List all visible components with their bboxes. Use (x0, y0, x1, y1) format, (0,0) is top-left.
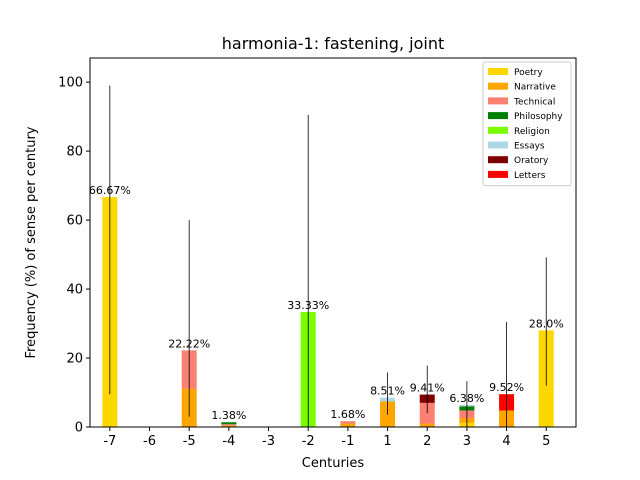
legend: Poetry Narrative Technical Philosophy Religi… (482, 61, 572, 187)
x-tick-label: -3 (262, 434, 275, 449)
legend-label: Religion (514, 127, 550, 137)
x-tick-label: -4 (222, 434, 235, 449)
bar-segment (340, 423, 356, 427)
bar-segment (340, 421, 356, 424)
x-tick-label: -1 (341, 434, 354, 449)
x-tick-label: 5 (542, 434, 550, 449)
x-tick-label: 4 (502, 434, 510, 449)
data-label: 33.33% (287, 299, 329, 312)
data-label: 22.22% (168, 337, 210, 350)
legend-label: Oratory (514, 156, 549, 166)
legend-swatch (488, 82, 508, 90)
chart-title: harmonia-1: fastening, joint (222, 34, 444, 53)
data-label: 6.38% (449, 392, 484, 405)
bar-segment (221, 424, 237, 426)
legend-label: Letters (514, 171, 546, 181)
legend-label: Poetry (514, 68, 543, 78)
x-tick-label: 1 (383, 434, 391, 449)
bar-segment (221, 422, 237, 425)
data-label: 1.68% (330, 408, 365, 421)
x-tick-label: -5 (183, 434, 196, 449)
x-tick-label: -7 (103, 434, 116, 449)
x-tick-label: -6 (143, 434, 156, 449)
x-tick-label: 2 (423, 434, 431, 449)
y-tick-label: 100 (58, 76, 83, 91)
legend-label: Narrative (514, 83, 556, 93)
legend-swatch (488, 68, 508, 75)
bar-segment (221, 425, 237, 427)
legend-swatch (488, 97, 508, 105)
data-label: 28.0% (529, 317, 564, 330)
legend-frame (482, 61, 572, 187)
x-axis-ticks: -7 -6 -5 -4 -3 -2 -1 1 2 3 4 5 (103, 427, 550, 449)
legend-swatch (488, 170, 508, 178)
plot-frame (89, 57, 577, 428)
data-label: 8.51% (370, 385, 405, 398)
y-tick-label: 80 (66, 145, 83, 160)
data-label: 9.41% (410, 382, 445, 395)
x-tick-label: -2 (302, 434, 315, 449)
legend-swatch (488, 156, 508, 164)
data-labels-layer: 66.67% 22.22% 1.38% 33.33% 1.68% 8.51% 9.41% 6.… (89, 184, 564, 422)
y-axis-label: Frequency (%) of sense per century (24, 126, 39, 358)
legend-label: Philosophy (514, 112, 563, 122)
error-bars-layer (109, 85, 547, 427)
y-tick-label: 0 (75, 421, 83, 436)
y-axis-ticks: 0 20 40 60 80 100 (58, 76, 90, 436)
legend-swatch (488, 112, 508, 120)
data-label: 9.52% (489, 381, 524, 394)
legend-swatch (488, 141, 508, 149)
data-label: 1.38% (211, 409, 246, 422)
data-label: 66.67% (89, 184, 131, 197)
y-tick-label: 60 (66, 214, 83, 229)
legend-swatch (488, 126, 508, 134)
legend-label: Essays (514, 142, 545, 152)
y-tick-label: 20 (66, 352, 83, 367)
legend-label: Technical (513, 97, 555, 107)
x-axis-label: Centuries (302, 456, 365, 471)
y-tick-label: 40 (66, 283, 83, 298)
bar-segment (419, 423, 435, 427)
x-tick-label: 3 (463, 434, 471, 449)
